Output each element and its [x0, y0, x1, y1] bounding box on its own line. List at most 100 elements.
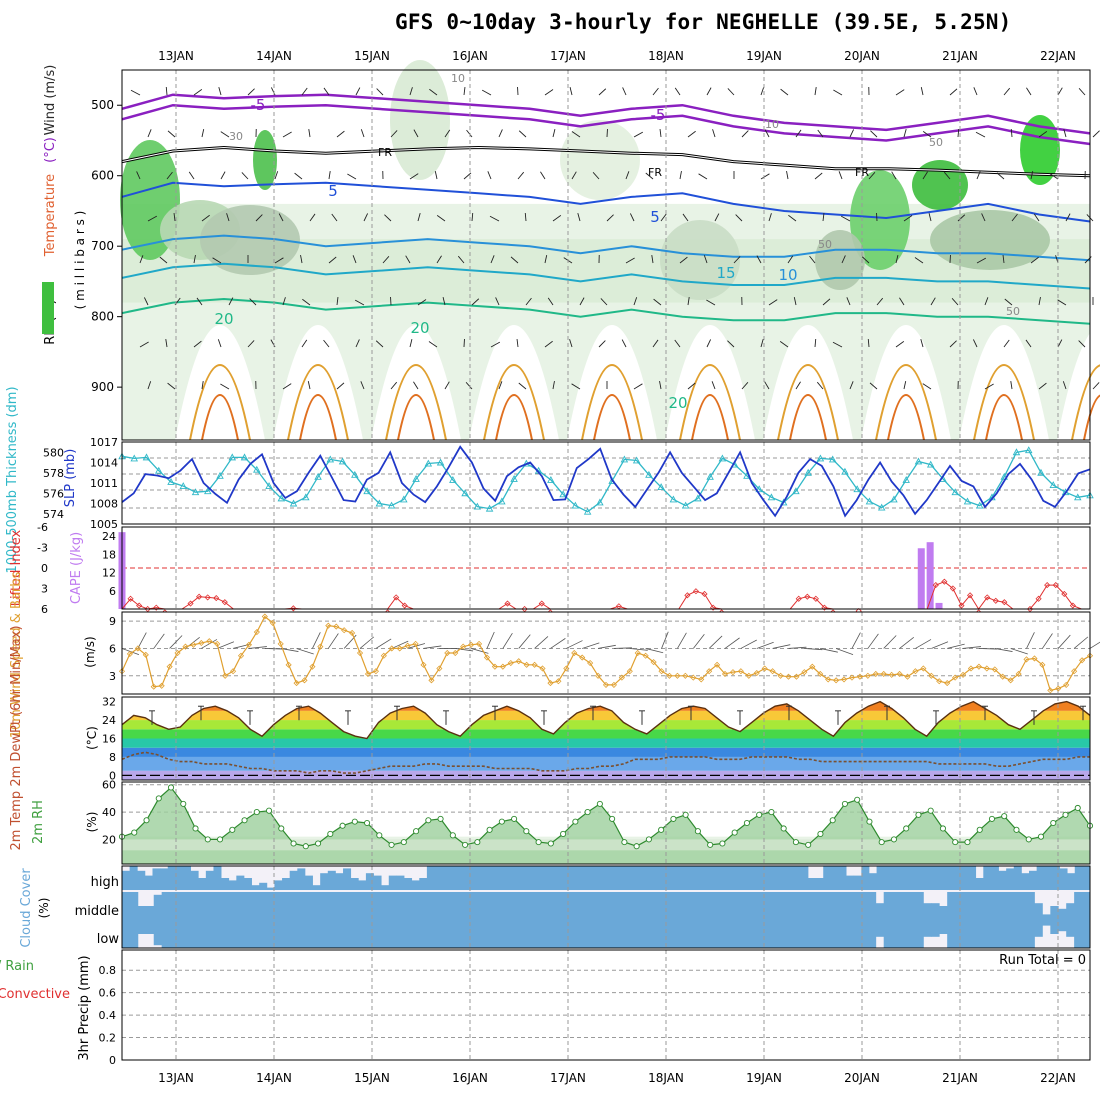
cape-tick-label: 24: [102, 530, 116, 543]
wind10-point: [888, 671, 895, 678]
wind10-barb: [724, 637, 740, 649]
wind10-point: [1063, 681, 1070, 688]
wind10-point: [285, 661, 292, 668]
cloud-high-cell: [236, 875, 245, 890]
cloud-mid-cell: [978, 892, 988, 948]
wind10-point: [975, 663, 982, 670]
thickness-point: [645, 470, 653, 478]
cloud-mid-cell: [510, 892, 520, 948]
cloud-high-cell: [556, 866, 565, 890]
wind10-point: [587, 659, 594, 667]
wind-barb: [996, 172, 1005, 180]
wind-barb: [382, 256, 390, 264]
rh2m-point: [192, 825, 199, 832]
li-point: [692, 588, 700, 595]
wind-barb: [308, 128, 311, 138]
wind-barb: [903, 215, 913, 222]
rh2m-unit: (%): [85, 812, 99, 833]
cloud-high-cell: [1013, 866, 1022, 890]
precip-total-label: Total / Rain: [0, 959, 34, 974]
wind-barb: [552, 215, 562, 222]
thickness-tick-label: 574: [43, 508, 64, 521]
wind10-barb: [708, 635, 723, 649]
isotherm-10: [121, 234, 1091, 262]
bottom-day-label: 22JAN: [1040, 1071, 1076, 1085]
wind-barb: [832, 341, 843, 348]
cloud-high-cell: [1074, 866, 1083, 890]
wind10-barb: [471, 648, 489, 654]
contour-label: 50: [929, 136, 943, 149]
cloud-mid-cell: [161, 892, 171, 948]
contour-25-9: [1071, 364, 1100, 441]
wind-barb: [498, 129, 503, 138]
cloud-mid-cell: [391, 892, 401, 948]
wind-barb: [973, 87, 978, 96]
wind-label: Wind (m/s): [43, 65, 58, 136]
wind-barb: [193, 254, 196, 264]
wind-barb: [360, 129, 365, 138]
thickness-point: [681, 501, 690, 509]
cloud-mid-cell: [931, 903, 940, 937]
wind-barb: [891, 171, 897, 180]
rh2m-point: [1050, 819, 1057, 827]
cloud-mid-cell: [907, 892, 916, 948]
wind-barb: [405, 255, 411, 264]
cloud-high-cell: [564, 866, 573, 890]
slp-tick-label: 1008: [90, 498, 118, 511]
rh2m-point: [278, 825, 285, 832]
rh2m-point: [927, 807, 934, 814]
wind-barb: [220, 171, 226, 180]
wind-barb: [196, 297, 203, 306]
wind-barb: [1030, 171, 1034, 180]
cloud-mid-cell: [772, 892, 781, 948]
wind-barb: [457, 255, 465, 264]
cloud-mid-cell: [867, 892, 877, 948]
li-point: [958, 602, 965, 609]
cloud-high-cell: [625, 866, 634, 890]
thickness-point: [792, 487, 800, 495]
wind-barb: [768, 299, 778, 306]
cloud-high-cell: [457, 866, 466, 890]
rh2m-point: [131, 829, 138, 836]
wind-barb: [518, 130, 527, 138]
cloud-mid-cell: [383, 892, 393, 948]
li-point: [127, 595, 134, 602]
warm-dome-8: [959, 325, 1049, 440]
rh2m-point: [547, 840, 554, 847]
rh2m-point: [1025, 836, 1032, 843]
wind-barb: [981, 213, 986, 222]
wind10-point: [848, 674, 856, 681]
rh2m-point: [376, 832, 383, 839]
cloud-mid-cell: [915, 892, 924, 948]
cloud-mid-cell: [518, 892, 528, 948]
cloud-high-cell: [449, 866, 458, 890]
upper-air-tick-label: 800: [91, 310, 114, 324]
thickness-point: [142, 453, 151, 461]
rh-blob-10: [660, 220, 740, 300]
wind-barb: [788, 214, 797, 222]
rh2m-point: [155, 795, 162, 802]
cloud-high-cell: [769, 866, 778, 890]
thickness-point: [375, 499, 384, 507]
cape-tick-label: 12: [102, 567, 116, 580]
wind10-point: [674, 672, 681, 679]
rh2m-point: [988, 815, 996, 822]
cloud-high-cell: [1082, 866, 1091, 890]
cloud-mid-cell: [479, 892, 488, 948]
cloud-mid-cell: [629, 892, 639, 948]
cloud-high-cell: [205, 870, 214, 890]
cloud-high-cell: [762, 866, 771, 890]
cloud-mid-cell: [820, 892, 829, 948]
bottom-day-label: 17JAN: [550, 1071, 586, 1085]
wind-barb: [428, 341, 438, 348]
thickness-point: [387, 501, 396, 509]
wind-barb: [220, 131, 230, 138]
rh2m-point: [229, 826, 236, 833]
wind10-point: [634, 649, 641, 657]
wind10-point: [388, 645, 395, 652]
warm-dome-0: [175, 325, 265, 440]
wind-barb: [143, 297, 149, 306]
cloud-high-cell: [1029, 870, 1038, 890]
cloud-high-cell: [388, 875, 397, 890]
wind10-barb: [1089, 641, 1100, 649]
